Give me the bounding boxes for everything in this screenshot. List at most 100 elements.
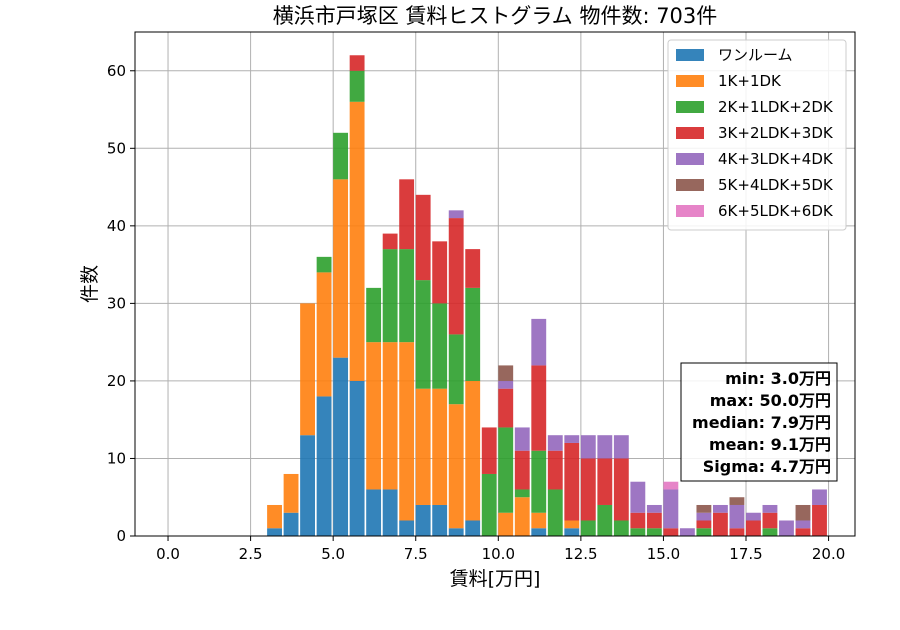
bar-4-21 [613, 435, 629, 459]
bars-group [267, 55, 827, 536]
bar-3-21 [613, 458, 629, 521]
bar-1-4 [333, 179, 349, 358]
bar-0-0 [267, 528, 282, 536]
bar-3-11 [448, 218, 464, 335]
bar-2-11 [448, 334, 464, 405]
bar-4-15 [514, 427, 530, 451]
bar-1-12 [465, 380, 481, 521]
bar-0-16 [531, 528, 547, 536]
bar-6-24 [663, 481, 679, 490]
bar-2-22 [630, 528, 646, 536]
bar-3-7 [382, 233, 398, 250]
x-tick-label-8: 20.0 [812, 545, 845, 563]
bar-3-32 [795, 528, 811, 536]
bar-1-3 [316, 272, 332, 397]
y-tick-label-4: 40 [107, 217, 126, 235]
bar-2-9 [415, 280, 431, 389]
bar-1-10 [432, 388, 448, 505]
plot-frame [134, 31, 856, 537]
bar-1-16 [531, 512, 547, 529]
bar-0-10 [432, 504, 448, 536]
bar-3-28 [729, 528, 745, 536]
bar-2-15 [514, 489, 530, 498]
stats-box: min: 3.0万円 max: 50.0万円 median: 7.9万円 mean: … [680, 362, 838, 482]
bar-0-5 [349, 380, 365, 536]
y-axis-ticks: 0 10 20 30 40 50 60 [107, 62, 135, 545]
bar-5-14 [498, 365, 514, 381]
bar-4-26 [696, 512, 712, 521]
bar-0-6 [366, 489, 382, 536]
bar-3-5 [349, 55, 365, 71]
bar-3-12 [465, 249, 481, 288]
bar-3-16 [531, 365, 547, 451]
bar-3-13 [481, 427, 497, 474]
bar-4-17 [547, 435, 563, 451]
bar-3-17 [547, 450, 563, 490]
bar-4-28 [729, 504, 745, 529]
bar-3-14 [498, 388, 514, 428]
bar-4-25 [679, 528, 695, 536]
legend-label-6: 6K+5LDK+6DK [718, 202, 834, 220]
bar-2-7 [382, 249, 398, 343]
bar-3-18 [564, 442, 580, 521]
legend-swatch-6 [676, 205, 704, 217]
legend-label-3: 3K+2LDK+3DK [718, 124, 834, 142]
x-tick-label-7: 17.5 [729, 545, 762, 563]
bar-3-33 [812, 504, 827, 536]
bar-4-14 [498, 380, 514, 389]
bar-2-16 [531, 450, 547, 513]
bar-1-18 [564, 520, 580, 529]
bar-4-30 [762, 504, 778, 513]
bar-4-27 [712, 504, 728, 513]
bar-3-24 [663, 528, 679, 536]
legend-swatch-0 [676, 49, 704, 61]
chart-title: 横浜市戸塚区 賃料ヒストグラム 物件数: 703件 [273, 4, 718, 28]
stats-line-2: median: 7.9万円 [692, 413, 831, 432]
bar-1-9 [415, 388, 431, 505]
bar-3-19 [580, 458, 596, 521]
x-axis-ticks: 0.0 2.5 5.0 7.5 10.0 12.5 15.0 17.5 20.0 [156, 536, 845, 563]
bar-0-12 [465, 520, 481, 536]
bar-2-5 [349, 70, 365, 102]
legend: ワンルーム 1K+1DK 2K+1LDK+2DK 3K+2LDK+3DK 4K+3LDK… [667, 39, 847, 231]
bar-4-16 [531, 318, 547, 366]
bar-4-22 [630, 481, 646, 513]
bar-2-3 [316, 256, 332, 273]
y-tick-label-0: 0 [116, 527, 126, 545]
legend-label-5: 5K+4LDK+5DK [718, 176, 834, 194]
bar-0-9 [415, 504, 431, 536]
bar-3-30 [762, 512, 778, 529]
stats-line-0: min: 3.0万円 [725, 369, 831, 388]
y-tick-label-6: 60 [107, 62, 126, 80]
y-tick-label-3: 30 [107, 294, 126, 312]
x-tick-label-5: 12.5 [564, 545, 597, 563]
bar-2-20 [597, 504, 613, 536]
bar-4-32 [795, 520, 811, 529]
bar-2-19 [580, 520, 596, 536]
stats-line-4: Sigma: 4.7万円 [703, 457, 831, 476]
x-tick-label-1: 2.5 [239, 545, 263, 563]
bar-1-8 [399, 342, 415, 521]
bar-1-1 [283, 473, 299, 513]
bar-4-33 [812, 489, 827, 505]
x-tick-label-3: 7.5 [404, 545, 428, 563]
bar-3-15 [514, 450, 530, 490]
legend-swatch-2 [676, 101, 704, 113]
bar-2-26 [696, 528, 712, 536]
bar-1-15 [514, 497, 530, 536]
legend-swatch-3 [676, 127, 704, 139]
bar-3-23 [646, 512, 662, 529]
x-axis-label: 賃料[万円] [450, 568, 541, 590]
bar-1-0 [267, 504, 282, 529]
bar-1-11 [448, 404, 464, 529]
bar-0-4 [333, 357, 349, 536]
bar-4-18 [564, 435, 580, 443]
legend-box [667, 39, 847, 231]
bar-2-6 [366, 287, 382, 343]
bar-5-26 [696, 504, 712, 513]
bar-1-14 [498, 512, 514, 536]
legend-swatch-5 [676, 179, 704, 191]
bar-0-11 [448, 528, 464, 536]
y-axis-label: 件数 [79, 265, 101, 303]
bar-3-20 [597, 458, 613, 505]
